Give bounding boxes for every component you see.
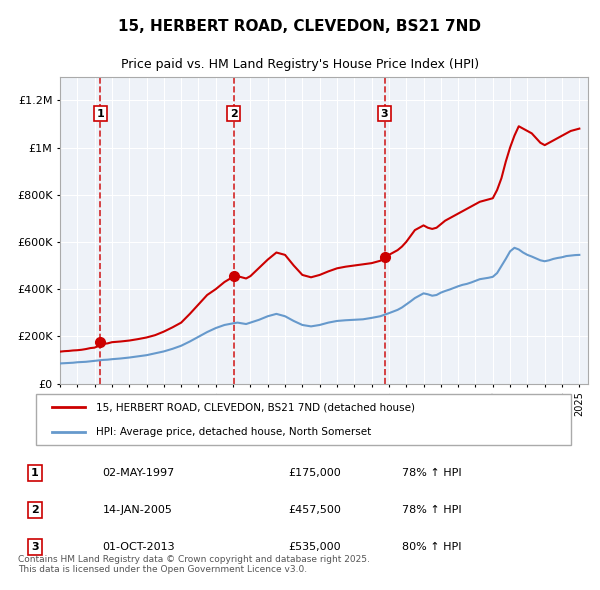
Text: Price paid vs. HM Land Registry's House Price Index (HPI): Price paid vs. HM Land Registry's House … (121, 58, 479, 71)
Text: 78% ↑ HPI: 78% ↑ HPI (401, 505, 461, 515)
Text: 1: 1 (31, 468, 39, 478)
Text: Contains HM Land Registry data © Crown copyright and database right 2025.
This d: Contains HM Land Registry data © Crown c… (18, 555, 370, 574)
Text: 3: 3 (381, 109, 388, 119)
Text: £535,000: £535,000 (289, 542, 341, 552)
Text: 14-JAN-2005: 14-JAN-2005 (103, 505, 172, 515)
Text: 1: 1 (97, 109, 104, 119)
Text: £175,000: £175,000 (289, 468, 341, 478)
Text: 15, HERBERT ROAD, CLEVEDON, BS21 7ND (detached house): 15, HERBERT ROAD, CLEVEDON, BS21 7ND (de… (96, 402, 415, 412)
Text: 15, HERBERT ROAD, CLEVEDON, BS21 7ND: 15, HERBERT ROAD, CLEVEDON, BS21 7ND (119, 19, 482, 34)
Text: 3: 3 (31, 542, 39, 552)
FancyBboxPatch shape (35, 394, 571, 445)
Text: 02-MAY-1997: 02-MAY-1997 (103, 468, 175, 478)
Text: 2: 2 (230, 109, 238, 119)
Text: 78% ↑ HPI: 78% ↑ HPI (401, 468, 461, 478)
Text: HPI: Average price, detached house, North Somerset: HPI: Average price, detached house, Nort… (96, 427, 371, 437)
Text: 80% ↑ HPI: 80% ↑ HPI (401, 542, 461, 552)
Text: £457,500: £457,500 (289, 505, 341, 515)
Text: 2: 2 (31, 505, 39, 515)
Text: 01-OCT-2013: 01-OCT-2013 (103, 542, 175, 552)
